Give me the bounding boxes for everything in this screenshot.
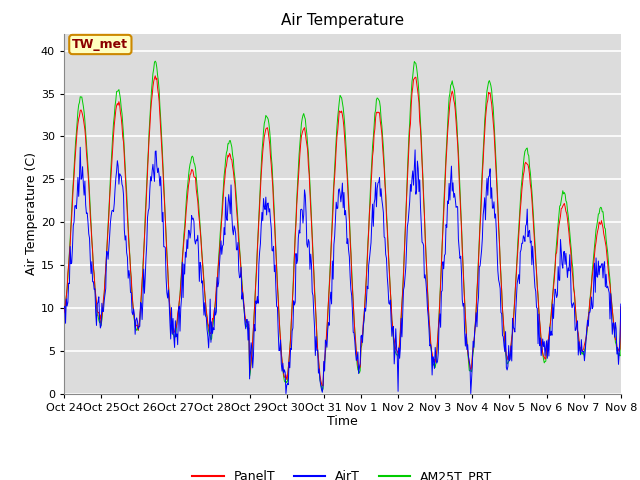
X-axis label: Time: Time	[327, 415, 358, 429]
Y-axis label: Air Temperature (C): Air Temperature (C)	[25, 152, 38, 275]
Legend: PanelT, AirT, AM25T_PRT: PanelT, AirT, AM25T_PRT	[188, 465, 497, 480]
Text: TW_met: TW_met	[72, 38, 129, 51]
Title: Air Temperature: Air Temperature	[281, 13, 404, 28]
